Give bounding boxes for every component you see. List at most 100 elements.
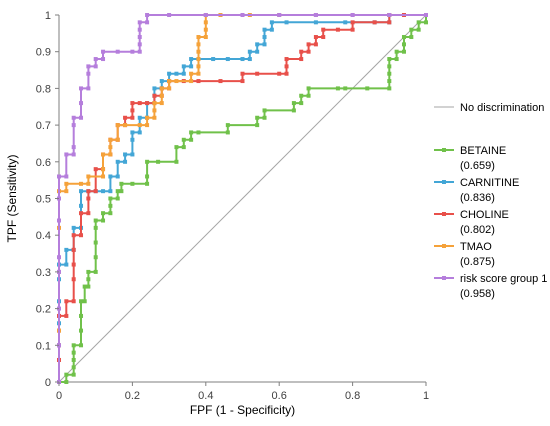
- data-point-betaine: [387, 64, 392, 69]
- data-point-tmao: [152, 108, 157, 113]
- data-point-tmao: [152, 101, 157, 106]
- data-point-tmao: [101, 152, 106, 157]
- data-point-risk-score-group-1: [57, 174, 61, 179]
- data-point-betaine: [108, 211, 113, 216]
- x-tick-label: 1: [423, 390, 429, 402]
- data-point-betaine: [409, 35, 414, 40]
- data-point-betaine: [291, 108, 296, 113]
- data-point-choline: [306, 42, 311, 47]
- data-point-risk-score-group-1: [71, 152, 76, 157]
- legend-label: BETAINE: [460, 145, 506, 157]
- data-point-risk-score-group-1: [101, 49, 106, 54]
- data-point-betaine: [79, 328, 84, 333]
- data-point-betaine: [82, 299, 87, 304]
- data-point-tmao: [167, 79, 172, 84]
- legend-auc: (0.875): [460, 256, 495, 268]
- data-point-betaine: [335, 86, 340, 91]
- data-point-carnitine: [137, 115, 142, 120]
- data-point-carnitine: [64, 262, 69, 267]
- data-point-betaine: [416, 27, 421, 32]
- data-point-choline: [71, 299, 76, 304]
- data-point-carnitine: [284, 20, 289, 25]
- data-point-choline: [350, 27, 355, 32]
- data-point-betaine: [93, 269, 98, 274]
- data-point-choline: [284, 71, 289, 76]
- legend-marker: [442, 244, 446, 248]
- y-tick-label: 0.8: [36, 83, 51, 95]
- data-point-choline: [79, 233, 84, 238]
- data-point-risk-score-group-1: [137, 35, 142, 40]
- data-point-betaine: [130, 181, 135, 186]
- data-point-tmao: [115, 123, 120, 128]
- data-point-betaine: [71, 372, 76, 377]
- data-point-carnitine: [262, 35, 267, 40]
- y-tick-label: 0: [45, 377, 51, 389]
- data-point-risk-score-group-1: [137, 20, 142, 25]
- legend-auc: (0.802): [460, 224, 495, 236]
- legend-label: No discrimination: [460, 102, 544, 114]
- data-point-choline: [123, 115, 128, 120]
- data-point-carnitine: [115, 159, 120, 164]
- data-point-tmao: [108, 145, 113, 150]
- data-point-betaine: [225, 130, 230, 135]
- data-point-betaine: [86, 284, 91, 289]
- legend-item-tmao: TMAO (0.875): [434, 241, 495, 268]
- data-point-betaine: [387, 71, 392, 76]
- data-point-betaine: [82, 284, 87, 289]
- data-point-tmao: [167, 86, 172, 91]
- data-point-betaine: [101, 211, 106, 216]
- data-point-tmao: [159, 101, 164, 106]
- x-tick-label: 0.8: [345, 390, 360, 402]
- data-point-risk-score-group-1: [86, 71, 91, 76]
- data-point-choline: [86, 189, 91, 194]
- data-point-tmao: [152, 115, 157, 120]
- data-point-betaine: [119, 181, 124, 186]
- data-point-carnitine: [247, 49, 252, 54]
- legend-item-carnitine: CARNITINE (0.836): [434, 177, 519, 204]
- data-point-carnitine: [137, 130, 142, 135]
- data-point-betaine: [145, 181, 150, 186]
- x-tick-label: 0: [56, 390, 62, 402]
- data-point-betaine: [93, 218, 98, 223]
- data-point-betaine: [424, 20, 428, 25]
- data-point-risk-score-group-1: [71, 123, 76, 128]
- legend-marker: [442, 212, 446, 216]
- data-point-carnitine: [255, 49, 260, 54]
- data-point-tmao: [145, 123, 150, 128]
- x-tick-label: 0.2: [125, 390, 140, 402]
- data-point-betaine: [93, 240, 98, 245]
- data-point-choline: [350, 20, 355, 25]
- data-point-choline: [277, 71, 282, 76]
- x-axis-title: FPF (1 - Specificity): [190, 403, 295, 417]
- data-point-tmao: [86, 174, 91, 179]
- data-point-betaine: [86, 277, 91, 282]
- y-tick-label: 0.3: [36, 267, 51, 279]
- data-point-betaine: [401, 49, 406, 54]
- y-tick-label: 0.7: [36, 120, 51, 132]
- data-point-choline: [130, 115, 135, 120]
- data-point-betaine: [401, 35, 406, 40]
- data-point-choline: [86, 211, 91, 216]
- data-point-betaine: [189, 137, 194, 142]
- data-point-choline: [79, 211, 84, 216]
- series-layer: [57, 13, 428, 384]
- legend-auc: (0.659): [460, 160, 495, 172]
- data-point-choline: [137, 101, 142, 106]
- data-point-betaine: [101, 218, 106, 223]
- data-point-tmao: [189, 79, 194, 84]
- data-point-betaine: [409, 27, 414, 32]
- data-point-choline: [387, 20, 392, 25]
- data-point-choline: [240, 79, 245, 84]
- data-point-tmao: [108, 137, 113, 142]
- data-point-risk-score-group-1: [387, 13, 392, 17]
- data-point-betaine: [255, 115, 260, 120]
- legend-item-risk-score-group-1: risk score group 1 (0.958): [434, 273, 547, 300]
- data-point-betaine: [115, 189, 120, 194]
- data-point-risk-score-group-1: [203, 13, 208, 17]
- data-point-carnitine: [181, 64, 186, 69]
- data-point-tmao: [101, 174, 106, 179]
- data-point-carnitine: [79, 189, 84, 194]
- data-point-betaine: [343, 86, 348, 91]
- data-point-carnitine: [123, 152, 128, 157]
- data-point-risk-score-group-1: [137, 27, 142, 32]
